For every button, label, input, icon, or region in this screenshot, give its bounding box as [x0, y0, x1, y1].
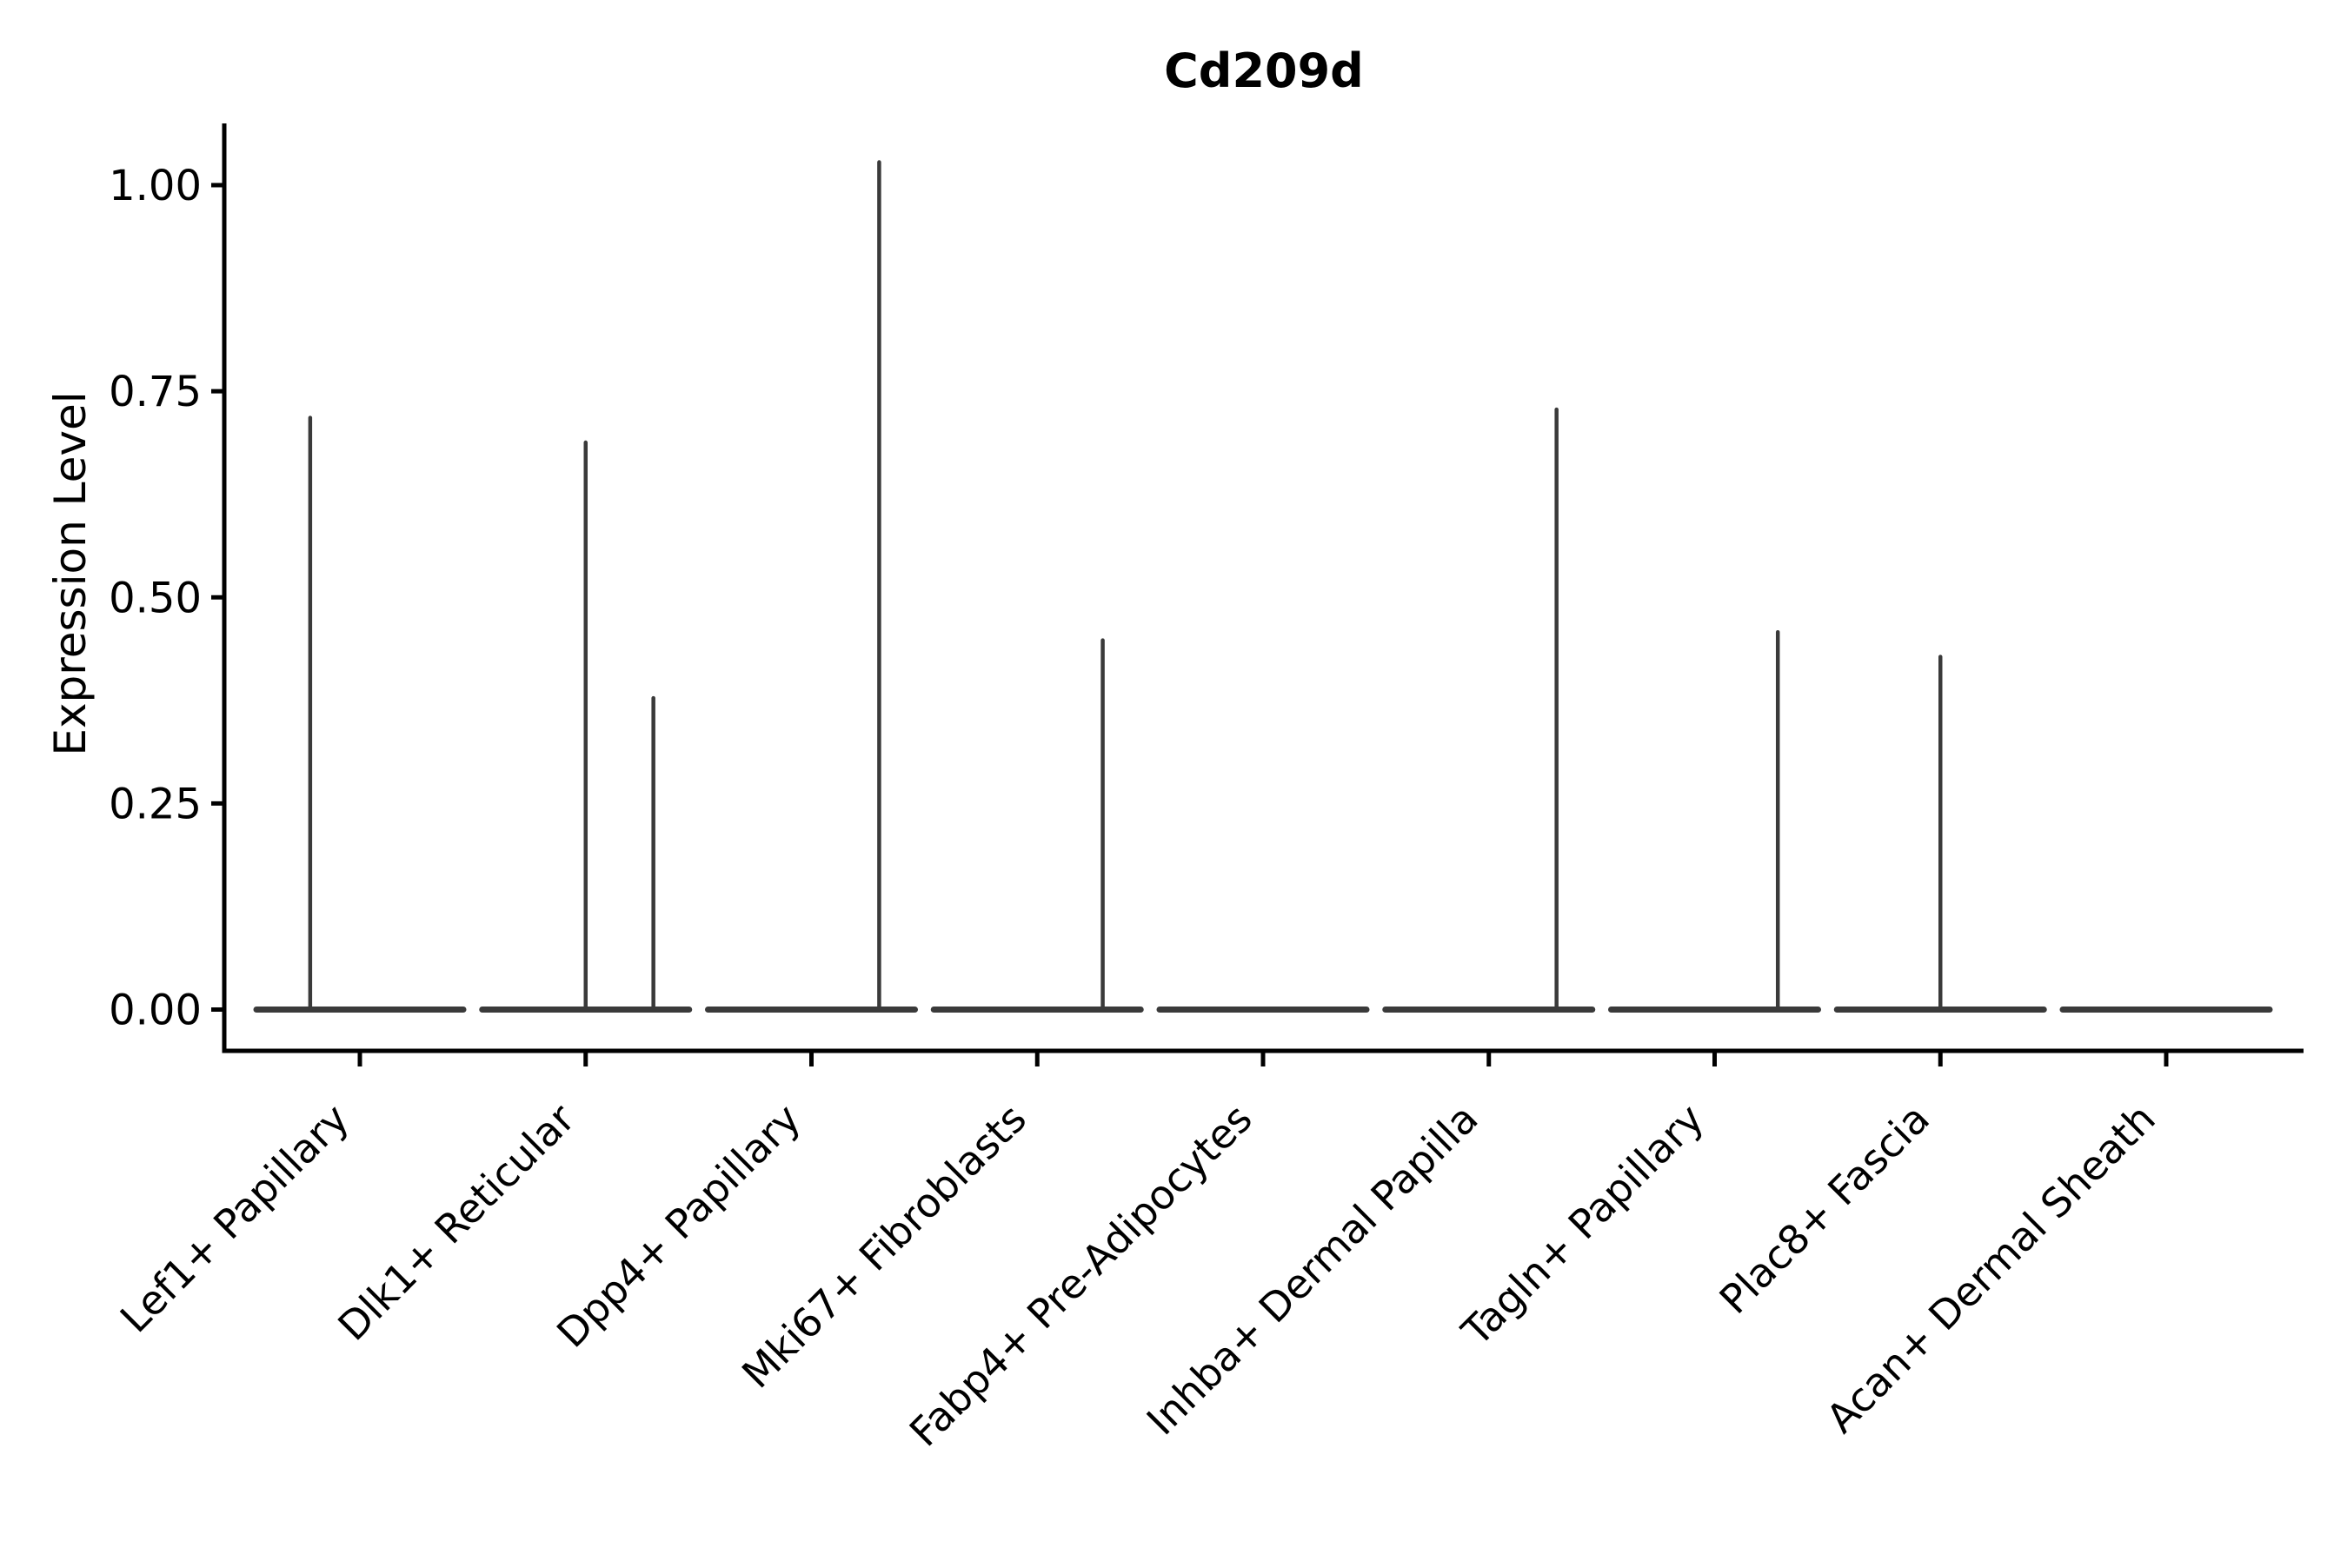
- y-tick-label: 0.00: [109, 987, 202, 1035]
- chart-title: Cd209d: [1164, 43, 1364, 98]
- y-tick-label: 1.00: [109, 162, 202, 210]
- y-axis-label: Expression Level: [45, 391, 96, 755]
- x-tick-label: Plac8+ Fascia: [1711, 1095, 1938, 1323]
- y-axis-ticks: 0.00 0.25 0.50 0.75 1.00: [109, 162, 224, 1035]
- axis-spines: [222, 123, 2304, 1053]
- y-tick-label: 0.25: [109, 780, 202, 828]
- axes: [222, 123, 2304, 1053]
- x-tick-label: Tagln+ Papillary: [1453, 1095, 1713, 1356]
- x-tick-label: Dpp4+ Papillary: [548, 1095, 809, 1357]
- y-tick-label: 0.50: [109, 574, 202, 622]
- y-tick-label: 0.75: [109, 368, 202, 416]
- violins: [253, 160, 2273, 1013]
- x-tick-label: Lef1+ Papillary: [111, 1095, 358, 1342]
- x-tick-label: Dlk1+ Reticular: [329, 1095, 583, 1350]
